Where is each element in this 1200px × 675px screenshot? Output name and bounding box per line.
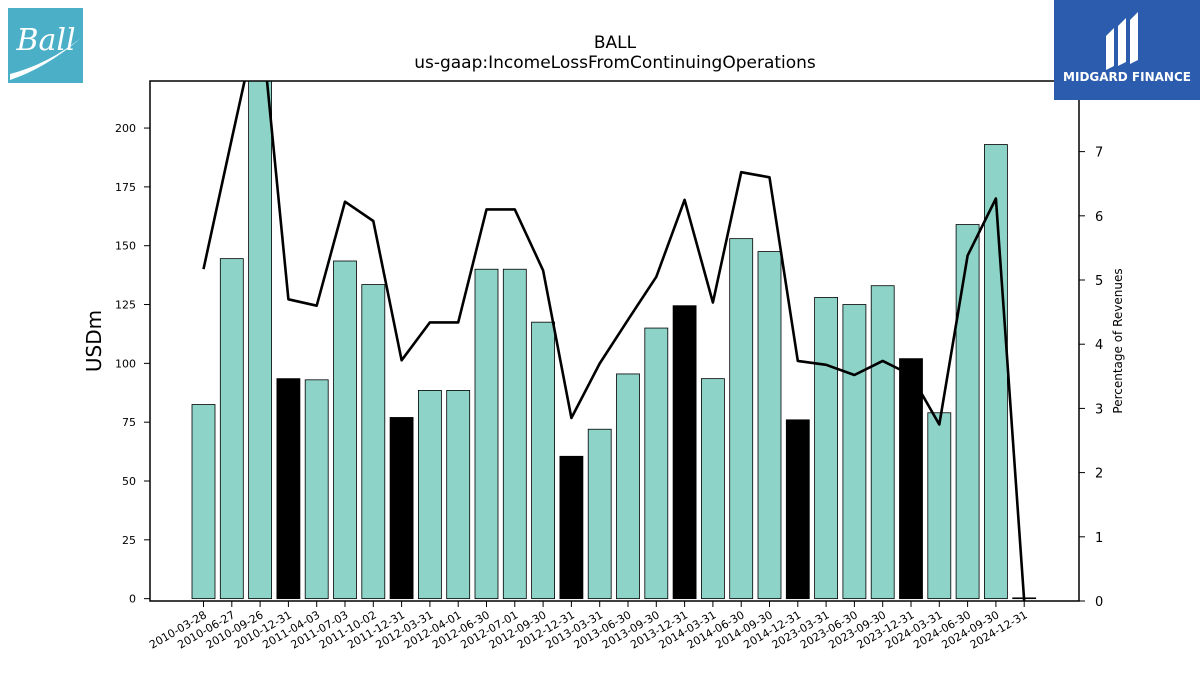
bar-2014-12-31 [785,419,810,600]
y2-tick-2: 2 [1095,467,1103,482]
bar-series [191,81,1037,600]
bar-2013-06-30 [616,373,640,600]
chart-title: BALL [594,33,637,53]
bar-2010-12-31 [276,378,301,600]
company-logo: Ball [8,8,83,83]
y2-tick-6: 6 [1095,210,1103,225]
chart-subtitle: us-gaap:IncomeLossFromContinuingOperatio… [414,53,816,73]
bar-2012-12-31 [559,455,584,600]
bar-2012-04-01 [446,390,471,600]
bar-2023-12-31 [899,358,923,600]
line-series [202,81,1026,601]
logo-right-bg [1054,0,1200,100]
x-axis: 2010-03-282010-06-272010-09-262010-12-31… [147,601,1030,652]
percentage-line [202,81,1026,601]
logo-left-text: Ball [15,23,75,58]
y-axis-label: USDm [82,310,106,372]
y-tick-150: 150 [115,240,136,253]
bar-2012-07-01 [502,268,527,600]
bar-2012-09-30 [531,321,555,600]
bar-2023-03-31 [814,297,838,600]
logo-swoosh [10,38,81,80]
y-tick-125: 125 [115,299,136,312]
bar-2024-03-31 [927,412,952,600]
bar-2010-06-27 [219,258,244,600]
bar-2013-09-30 [644,327,669,600]
plot-frame [149,80,1080,602]
y-tick-0: 0 [129,593,136,606]
bar-2014-09-30 [757,251,782,600]
logo-left-bg [8,8,83,83]
bar-2014-03-31 [701,378,725,600]
y2-axis-label: Percentage of Revenues [1111,268,1125,413]
y-tick-100: 100 [115,357,136,370]
y-tick-50: 50 [122,475,136,488]
bar-2011-10-02 [361,284,386,600]
bar-2012-06-30 [474,268,499,600]
bar-2010-09-26 [248,81,273,600]
y2-tick-1: 1 [1095,531,1103,546]
bar-2011-04-03 [304,379,329,600]
bar-2013-12-31 [672,305,697,600]
y-tick-200: 200 [115,122,136,135]
y2-tick-4: 4 [1095,338,1103,353]
brand-mark-icon [1106,12,1138,70]
bar-2024-06-30 [955,224,980,600]
bar-2023-09-30 [870,285,895,600]
bar-2010-03-28 [191,404,216,600]
y2-tick-3: 3 [1095,402,1103,417]
y-axis-left: 0 25 50 75 100 125 150 175 200 [115,122,150,606]
y2-tick-5: 5 [1095,274,1103,289]
y-tick-175: 175 [115,181,136,194]
y-tick-75: 75 [122,416,136,429]
bar-2012-03-31 [417,390,442,600]
bar-2014-06-30 [729,238,754,600]
bar-2011-07-03 [333,260,357,600]
y-tick-25: 25 [122,534,136,547]
y2-tick-7: 7 [1095,146,1103,161]
brand-logo: MIDGARD FINANCE [1054,0,1200,100]
bar-2013-03-31 [587,428,612,600]
y-axis-right: 0 1 2 3 4 5 6 7 [1079,146,1103,610]
bar-2011-12-31 [389,417,414,600]
y2-tick-0: 0 [1095,595,1103,610]
bar-2023-06-30 [842,304,867,600]
logo-right-text: MIDGARD FINANCE [1063,70,1191,84]
